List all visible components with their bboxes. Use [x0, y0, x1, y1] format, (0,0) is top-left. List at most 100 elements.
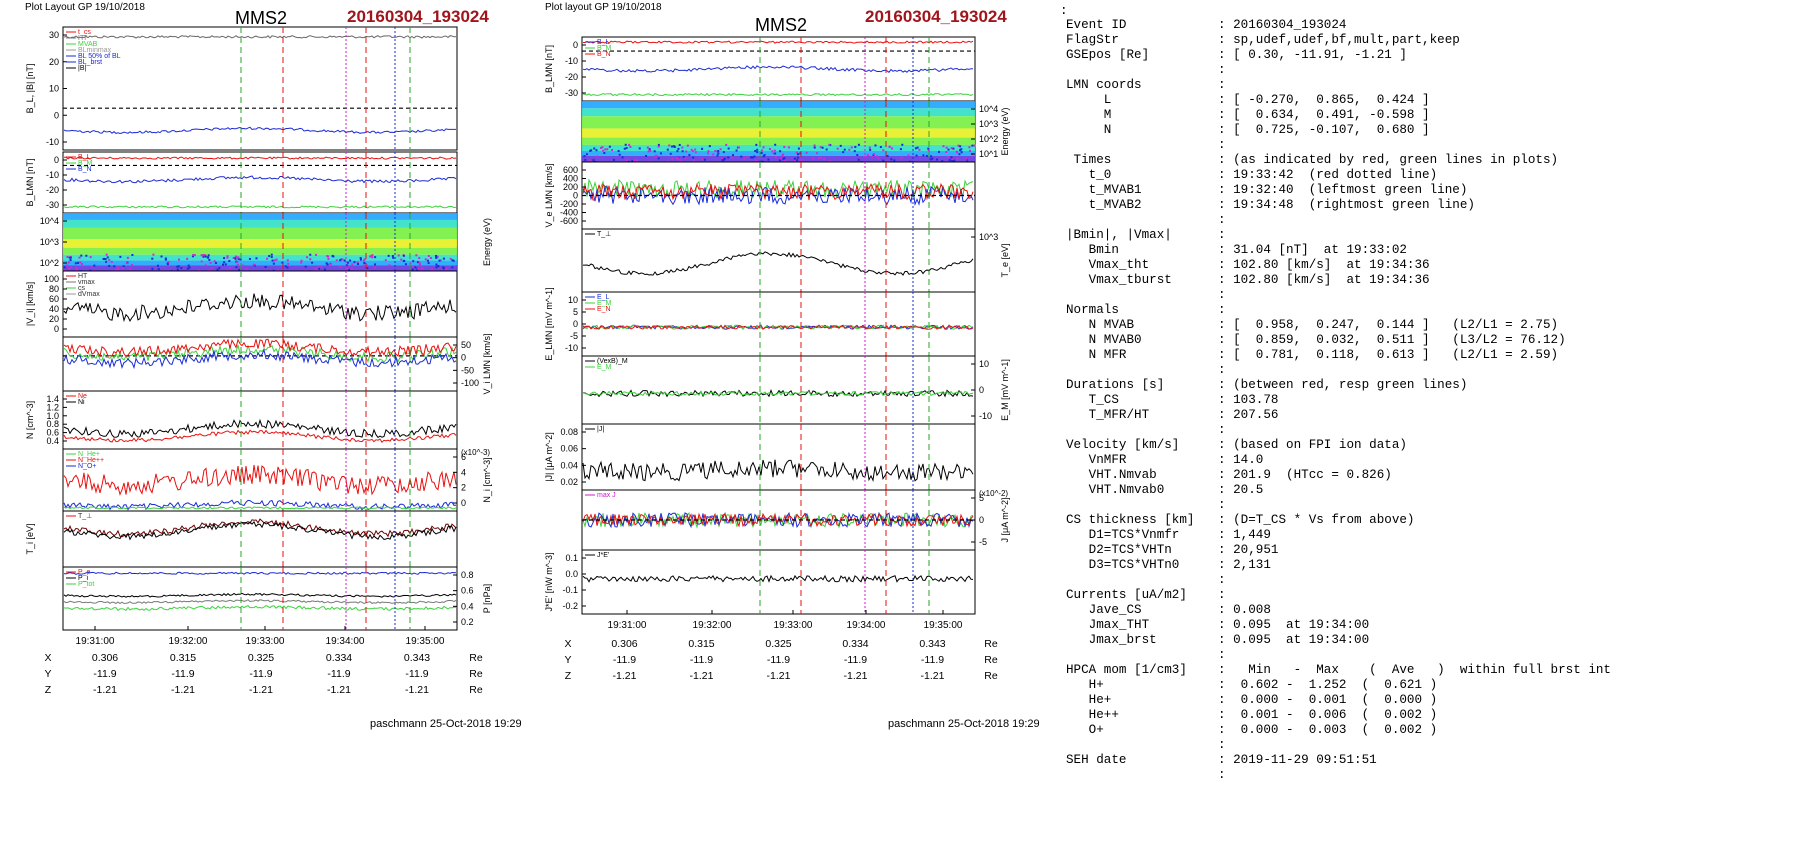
spectrogram-speck [439, 259, 442, 262]
spectrogram-speck [679, 159, 682, 162]
spectrogram-speck [869, 148, 872, 151]
info-value: : 0.001 - 0.006 ( 0.002 ) [1218, 708, 1438, 722]
info-panel: Event ID: 20160304_193024 FlagStr: sp,ude… [1066, 18, 1611, 783]
spectrogram-speck [779, 150, 782, 153]
spectrogram-speck [416, 261, 419, 264]
spectrogram-speck [176, 268, 179, 271]
spectrogram-speck [684, 157, 687, 160]
spectrogram-speck [645, 154, 648, 157]
info-key: Durations [s] [1066, 378, 1165, 392]
spectrogram-speck [365, 264, 368, 267]
spectrogram-speck [214, 262, 217, 265]
spectrogram-speck [583, 155, 586, 158]
y-tick-label: 10^4 [40, 216, 59, 226]
info-value: : [1218, 288, 1226, 302]
ephemeris-value: -11.9 [171, 668, 195, 680]
ephemeris-label: Z [44, 684, 52, 696]
info-key [1066, 738, 1218, 753]
spectrogram-speck [701, 157, 704, 160]
spectrogram-speck [319, 265, 322, 268]
ephemeris-value: -11.9 [843, 654, 868, 666]
spectrogram-speck [119, 255, 122, 258]
y-tick-label: -10 [565, 56, 578, 66]
info-key: N MVAB0 [1066, 333, 1142, 347]
panel-Espec: 10^4 10^3 10^2 10^1 Energy (eV) [581, 100, 1010, 164]
series-line [63, 518, 457, 538]
ephemeris-value: -1.21 [93, 684, 117, 696]
spectrogram-speck [208, 258, 211, 261]
spectrogram-speck [164, 258, 167, 261]
info-key: N MVAB [1066, 318, 1135, 332]
ephemeris-value: 0.315 [169, 652, 197, 664]
spectrogram-speck [589, 149, 592, 152]
legend-entry: HT [78, 35, 88, 42]
spectrogram-speck [753, 155, 756, 158]
panel-frame-BLMN [62, 151, 458, 214]
y-tick-label: -0.1 [562, 585, 578, 595]
spectrogram-band [582, 108, 975, 117]
y-tick-label: 0 [573, 40, 578, 50]
spectrogram-speck [931, 157, 934, 160]
spectrogram-speck [117, 266, 120, 269]
info-key [1066, 498, 1218, 513]
y-axis-label: T_i [eV] [25, 523, 35, 554]
spectrogram-speck [873, 153, 876, 156]
spectrogram-speck [960, 148, 963, 151]
spectrogram-speck [347, 268, 350, 271]
ephemeris-unit: Re [984, 638, 998, 650]
y-tick-label: 0.08 [560, 427, 578, 437]
y-tick-label: 10 [979, 359, 989, 369]
x-tick-label: 19:34:00 [847, 620, 886, 631]
spectrogram-speck [671, 145, 674, 148]
info-value: : [ 0.634, 0.491, -0.598 ] [1218, 108, 1430, 122]
y-tick-label: -0.2 [562, 601, 578, 611]
y-axis-label: J [μA m^-2] [1000, 498, 1010, 543]
info-value: : [1218, 768, 1226, 782]
spectrogram-speck [760, 152, 763, 155]
y-tick-label: 0 [54, 324, 59, 334]
ephemeris-value: 0.325 [765, 638, 792, 650]
info-value: : (as indicated by red, green lines in p… [1218, 153, 1559, 167]
spectrogram-speck [241, 264, 244, 267]
spectrogram-speck [126, 256, 129, 259]
spectrogram-speck [821, 146, 824, 149]
y-axis-label: E_LMN [mV m^-1] [544, 287, 554, 360]
spectrogram-speck [151, 257, 154, 260]
info-key: Jmax_THT [1066, 618, 1150, 632]
spectrogram-speck [690, 148, 693, 151]
spectrogram-speck [281, 261, 284, 264]
spectrogram-speck [108, 258, 111, 261]
spectrogram-speck [366, 267, 369, 270]
legend-entry: HT [78, 273, 88, 280]
info-value: : 31.04 [nT] at 19:33:02 [1218, 243, 1407, 257]
spectrogram-speck [226, 256, 229, 259]
spectrogram-speck [882, 159, 885, 162]
info-key: O+ [1066, 723, 1104, 737]
spectrogram-speck [234, 257, 237, 260]
spectrogram-speck [270, 256, 273, 259]
spectrogram-speck [413, 266, 416, 269]
spectrogram-speck [918, 148, 921, 151]
info-value: : 19:34:48 (rightmost green line) [1218, 198, 1475, 212]
spectrogram-speck [592, 159, 595, 162]
spectrogram-speck [888, 145, 891, 148]
spectrogram-speck [938, 150, 941, 153]
spectrogram-speck [958, 153, 961, 156]
x-tick-label: 19:31:00 [76, 636, 115, 647]
legend-entry: E_M [597, 300, 612, 307]
spectrogram-speck [925, 154, 928, 157]
spectrogram-band [63, 254, 457, 261]
spectrogram-speck [236, 256, 239, 259]
spectrogram-speck [694, 151, 697, 154]
info-key: t_MVAB1 [1066, 183, 1142, 197]
info-value: : 14.0 [1218, 453, 1264, 467]
info-value: : [1218, 423, 1226, 437]
y-tick-label: 0.0 [565, 569, 578, 579]
info-value: : 102.80 [km/s] at 19:34:36 [1218, 258, 1430, 272]
spectrogram-speck [922, 154, 925, 157]
spectrogram-speck [842, 151, 845, 154]
ephemeris-value: -11.9 [249, 668, 273, 680]
y-tick-label: 0.6 [461, 586, 474, 596]
spectrogram-speck [657, 143, 660, 146]
spectrogram-speck [856, 153, 859, 156]
